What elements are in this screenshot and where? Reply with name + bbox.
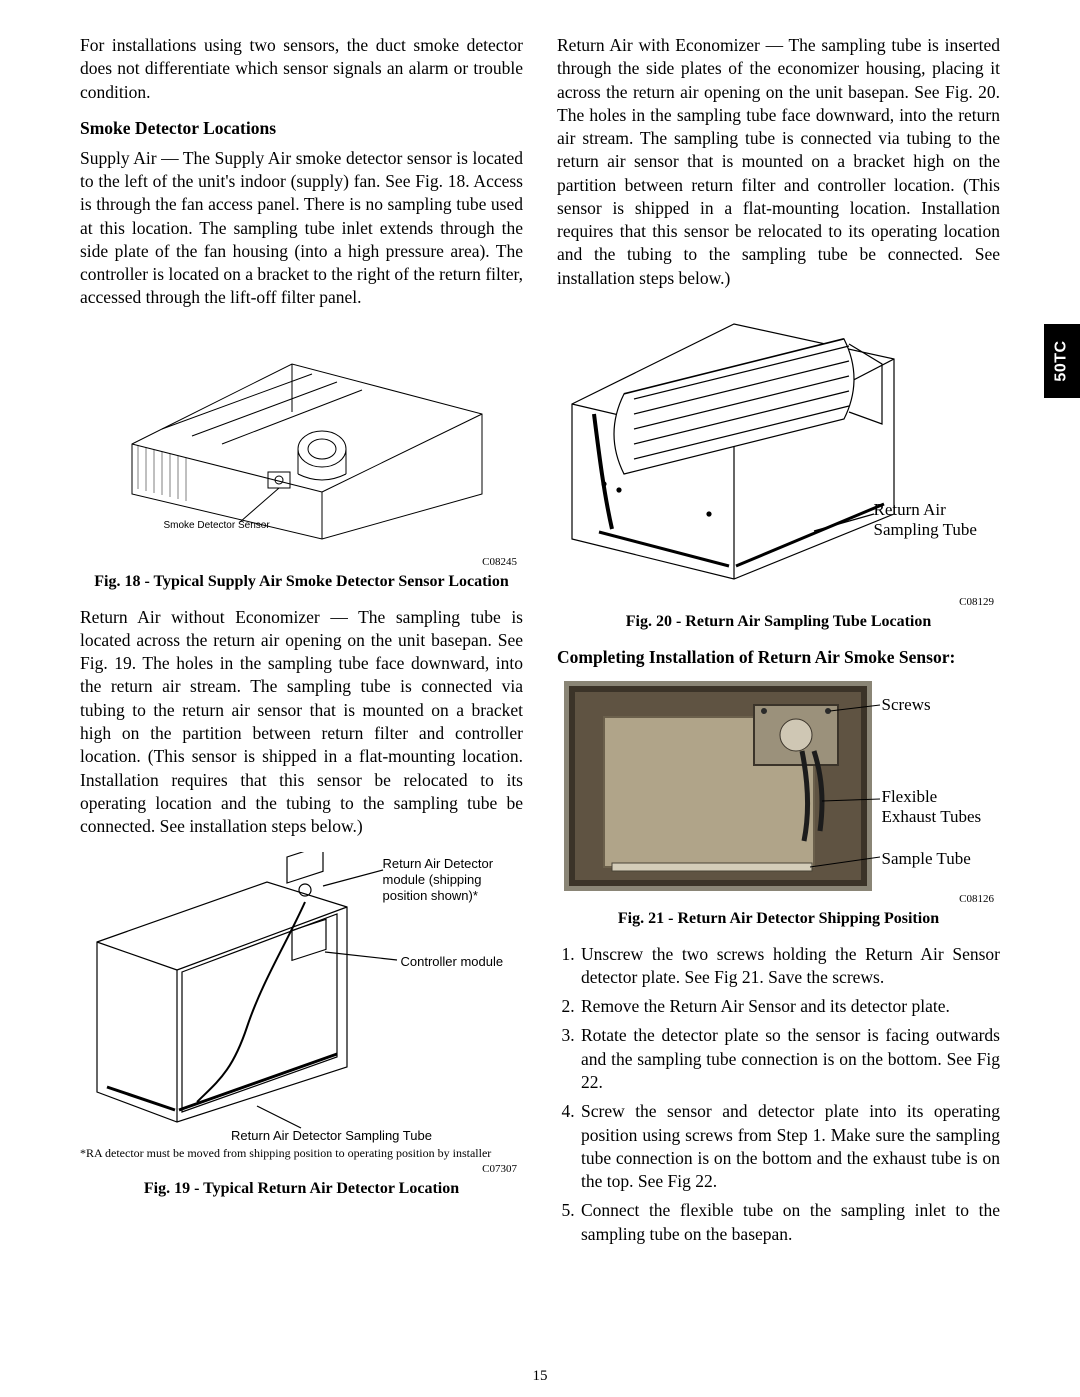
side-tab-label: 50TC <box>1053 340 1071 381</box>
return-air-no-econ-paragraph: Return Air without Economizer — The samp… <box>80 606 523 839</box>
two-column-layout: For installations using two sensors, the… <box>80 34 1000 1252</box>
figure-21-id: C08126 <box>557 893 1000 905</box>
figure-19-caption: Fig. 19 - Typical Return Air Detector Lo… <box>92 1179 512 1199</box>
figure-18: Smoke Detector Sensor C08245 Fig. 18 - T… <box>80 324 523 592</box>
figure-19-callout-3: Return Air Detector Sampling Tube <box>217 1128 447 1144</box>
intro-paragraph: For installations using two sensors, the… <box>80 34 523 104</box>
figure-21-caption: Fig. 21 - Return Air Detector Shipping P… <box>569 909 989 929</box>
figure-19-callout-2: Controller module <box>401 954 511 970</box>
figure-20-callout-1: Return Air Sampling Tube <box>874 500 994 541</box>
step-3: Rotate the detector plate so the sensor … <box>579 1024 1000 1094</box>
left-column: For installations using two sensors, the… <box>80 34 523 1252</box>
supply-air-paragraph: Supply Air — The Supply Air smoke detect… <box>80 147 523 310</box>
right-column: Return Air with Economizer — The samplin… <box>557 34 1000 1252</box>
figure-21: Screws Flexible Exhaust Tubes Sample Tub… <box>557 681 1000 929</box>
return-air-econ-paragraph: Return Air with Economizer — The samplin… <box>557 34 1000 290</box>
side-tab: 50TC <box>1044 324 1080 398</box>
figure-18-id: C08245 <box>80 556 523 568</box>
step-2: Remove the Return Air Sensor and its det… <box>579 995 1000 1018</box>
figure-19-callout-1: Return Air Detector module (shipping pos… <box>383 856 513 903</box>
figure-18-caption: Fig. 18 - Typical Supply Air Smoke Detec… <box>92 572 512 592</box>
step-4: Screw the sensor and detector plate into… <box>579 1100 1000 1193</box>
figure-20: Return Air Sampling Tube C08129 Fig. 20 … <box>557 304 1000 632</box>
figure-20-id: C08129 <box>557 596 1000 608</box>
installation-steps: Unscrew the two screws holding the Retur… <box>557 943 1000 1246</box>
heading-smoke-detector-locations: Smoke Detector Locations <box>80 118 523 139</box>
figure-19-footnote: *RA detector must be moved from shipping… <box>80 1146 523 1161</box>
figure-21-callout-1: Screws <box>882 695 931 715</box>
page-number: 15 <box>0 1368 1080 1385</box>
figure-21-callout-3: Sample Tube <box>882 849 971 869</box>
step-1: Unscrew the two screws holding the Retur… <box>579 943 1000 990</box>
figure-18-callout: Smoke Detector Sensor <box>164 520 270 532</box>
figure-19: Return Air Detector module (shipping pos… <box>80 852 523 1199</box>
heading-completing-install: Completing Installation of Return Air Sm… <box>557 646 1000 669</box>
figure-19-id: C07307 <box>80 1163 523 1175</box>
figure-21-callout-2: Flexible Exhaust Tubes <box>882 787 992 828</box>
figure-20-drawing <box>564 304 994 594</box>
figure-20-caption: Fig. 20 - Return Air Sampling Tube Locat… <box>569 612 989 632</box>
step-5: Connect the flexible tube on the samplin… <box>579 1199 1000 1246</box>
page: 50TC For installations using two sensors… <box>0 0 1080 1397</box>
